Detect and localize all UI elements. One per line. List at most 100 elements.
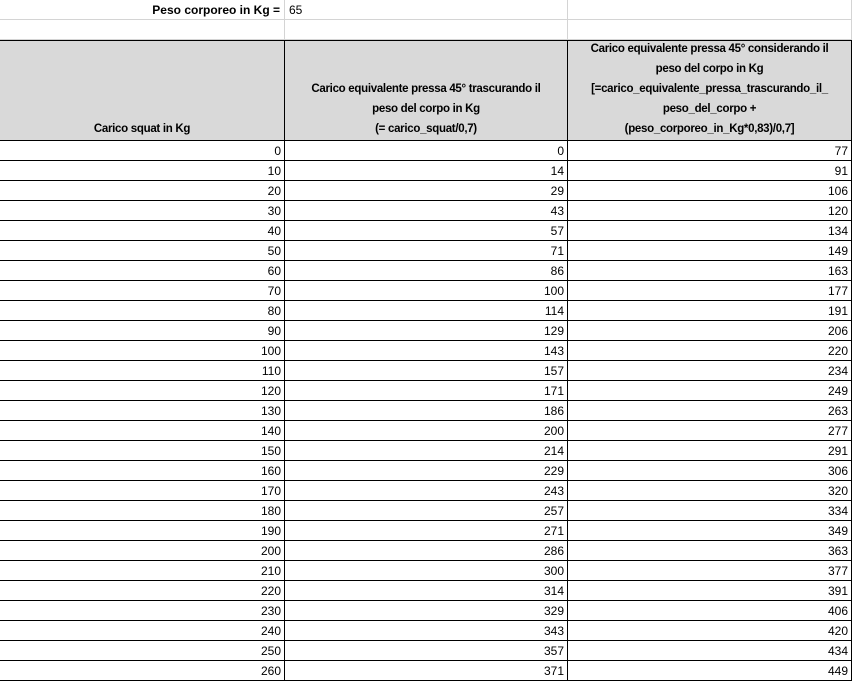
body-weight-value[interactable]: 65: [285, 0, 568, 20]
empty-cell[interactable]: [0, 20, 285, 40]
squat-load-cell[interactable]: 230: [0, 601, 285, 621]
press-with-bodyweight-cell[interactable]: 363: [568, 541, 852, 561]
press-with-bodyweight-cell[interactable]: 120: [568, 201, 852, 221]
press-with-bodyweight-cell[interactable]: 77: [568, 141, 852, 161]
squat-load-cell[interactable]: 50: [0, 241, 285, 261]
squat-load-cell[interactable]: 190: [0, 521, 285, 541]
press-with-bodyweight-cell[interactable]: 391: [568, 581, 852, 601]
squat-load-cell[interactable]: 150: [0, 441, 285, 461]
press-with-bodyweight-cell[interactable]: 149: [568, 241, 852, 261]
header-line: peso_del_corpo +: [662, 103, 757, 115]
press-without-bodyweight-cell[interactable]: 214: [285, 441, 568, 461]
press-without-bodyweight-cell[interactable]: 300: [285, 561, 568, 581]
squat-load-cell[interactable]: 160: [0, 461, 285, 481]
press-with-bodyweight-cell[interactable]: 163: [568, 261, 852, 281]
table-header: Carico squat in Kg Carico equivalente pr…: [0, 40, 852, 141]
squat-load-cell[interactable]: 200: [0, 541, 285, 561]
press-with-bodyweight-cell[interactable]: 206: [568, 321, 852, 341]
squat-load-cell[interactable]: 130: [0, 401, 285, 421]
header-press-without-bodyweight[interactable]: Carico equivalente pressa 45° trascurand…: [285, 40, 568, 141]
press-with-bodyweight-cell[interactable]: 334: [568, 501, 852, 521]
press-with-bodyweight-cell[interactable]: 320: [568, 481, 852, 501]
press-with-bodyweight-cell[interactable]: 177: [568, 281, 852, 301]
squat-load-cell[interactable]: 110: [0, 361, 285, 381]
press-with-bodyweight-cell[interactable]: 220: [568, 341, 852, 361]
squat-load-cell[interactable]: 250: [0, 641, 285, 661]
header-squat-load[interactable]: Carico squat in Kg: [0, 40, 285, 141]
squat-load-cell[interactable]: 170: [0, 481, 285, 501]
table-row: 90 129 206: [0, 321, 852, 341]
squat-load-cell[interactable]: 20: [0, 181, 285, 201]
press-with-bodyweight-cell[interactable]: 91: [568, 161, 852, 181]
empty-cell[interactable]: [568, 20, 852, 40]
squat-load-cell[interactable]: 60: [0, 261, 285, 281]
press-without-bodyweight-cell[interactable]: 114: [285, 301, 568, 321]
press-without-bodyweight-cell[interactable]: 0: [285, 141, 568, 161]
squat-load-cell[interactable]: 10: [0, 161, 285, 181]
squat-load-cell[interactable]: 0: [0, 141, 285, 161]
press-without-bodyweight-cell[interactable]: 71: [285, 241, 568, 261]
press-without-bodyweight-cell[interactable]: 243: [285, 481, 568, 501]
press-without-bodyweight-cell[interactable]: 143: [285, 341, 568, 361]
squat-load-cell[interactable]: 30: [0, 201, 285, 221]
squat-load-cell[interactable]: 210: [0, 561, 285, 581]
press-without-bodyweight-cell[interactable]: 29: [285, 181, 568, 201]
press-with-bodyweight-cell[interactable]: 377: [568, 561, 852, 581]
press-without-bodyweight-cell[interactable]: 171: [285, 381, 568, 401]
body-weight-row: Peso corporeo in Kg = 65: [0, 0, 852, 20]
press-without-bodyweight-cell[interactable]: 57: [285, 221, 568, 241]
squat-load-cell[interactable]: 140: [0, 421, 285, 441]
squat-load-cell[interactable]: 220: [0, 581, 285, 601]
press-with-bodyweight-cell[interactable]: 306: [568, 461, 852, 481]
press-with-bodyweight-cell[interactable]: 349: [568, 521, 852, 541]
press-without-bodyweight-cell[interactable]: 271: [285, 521, 568, 541]
press-without-bodyweight-cell[interactable]: 314: [285, 581, 568, 601]
table-row: 10 14 91: [0, 161, 852, 181]
press-without-bodyweight-cell[interactable]: 257: [285, 501, 568, 521]
press-without-bodyweight-cell[interactable]: 200: [285, 421, 568, 441]
squat-load-cell[interactable]: 120: [0, 381, 285, 401]
body-weight-label[interactable]: Peso corporeo in Kg =: [0, 0, 285, 20]
squat-load-cell[interactable]: 90: [0, 321, 285, 341]
press-with-bodyweight-cell[interactable]: 263: [568, 401, 852, 421]
press-with-bodyweight-cell[interactable]: 191: [568, 301, 852, 321]
empty-cell[interactable]: [285, 20, 568, 40]
table-row: 250 357 434: [0, 641, 852, 661]
press-without-bodyweight-cell[interactable]: 371: [285, 661, 568, 681]
press-with-bodyweight-cell[interactable]: 420: [568, 621, 852, 641]
press-without-bodyweight-cell[interactable]: 14: [285, 161, 568, 181]
squat-load-cell[interactable]: 70: [0, 281, 285, 301]
press-without-bodyweight-cell[interactable]: 157: [285, 361, 568, 381]
press-with-bodyweight-cell[interactable]: 234: [568, 361, 852, 381]
press-without-bodyweight-cell[interactable]: 343: [285, 621, 568, 641]
press-without-bodyweight-cell[interactable]: 186: [285, 401, 568, 421]
press-without-bodyweight-cell[interactable]: 43: [285, 201, 568, 221]
press-with-bodyweight-cell[interactable]: 106: [568, 181, 852, 201]
squat-load-cell[interactable]: 240: [0, 621, 285, 641]
empty-cell[interactable]: [568, 0, 852, 20]
press-with-bodyweight-cell[interactable]: 449: [568, 661, 852, 681]
press-without-bodyweight-cell[interactable]: 329: [285, 601, 568, 621]
press-without-bodyweight-cell[interactable]: 229: [285, 461, 568, 481]
press-without-bodyweight-cell[interactable]: 357: [285, 641, 568, 661]
press-with-bodyweight-cell[interactable]: 434: [568, 641, 852, 661]
press-with-bodyweight-cell[interactable]: 406: [568, 601, 852, 621]
squat-load-cell[interactable]: 100: [0, 341, 285, 361]
table-row: 100 143 220: [0, 341, 852, 361]
press-with-bodyweight-cell[interactable]: 134: [568, 221, 852, 241]
table-row: 180 257 334: [0, 501, 852, 521]
squat-load-cell[interactable]: 180: [0, 501, 285, 521]
press-without-bodyweight-cell[interactable]: 286: [285, 541, 568, 561]
squat-load-cell[interactable]: 260: [0, 661, 285, 681]
press-without-bodyweight-cell[interactable]: 100: [285, 281, 568, 301]
squat-load-cell[interactable]: 80: [0, 301, 285, 321]
header-line: (peso_corporeo_in_Kg*0,83)/0,7]: [624, 123, 795, 135]
table-row: 160 229 306: [0, 461, 852, 481]
header-press-with-bodyweight[interactable]: Carico equivalente pressa 45° consideran…: [568, 40, 852, 141]
press-without-bodyweight-cell[interactable]: 129: [285, 321, 568, 341]
press-with-bodyweight-cell[interactable]: 249: [568, 381, 852, 401]
press-with-bodyweight-cell[interactable]: 291: [568, 441, 852, 461]
press-without-bodyweight-cell[interactable]: 86: [285, 261, 568, 281]
press-with-bodyweight-cell[interactable]: 277: [568, 421, 852, 441]
squat-load-cell[interactable]: 40: [0, 221, 285, 241]
